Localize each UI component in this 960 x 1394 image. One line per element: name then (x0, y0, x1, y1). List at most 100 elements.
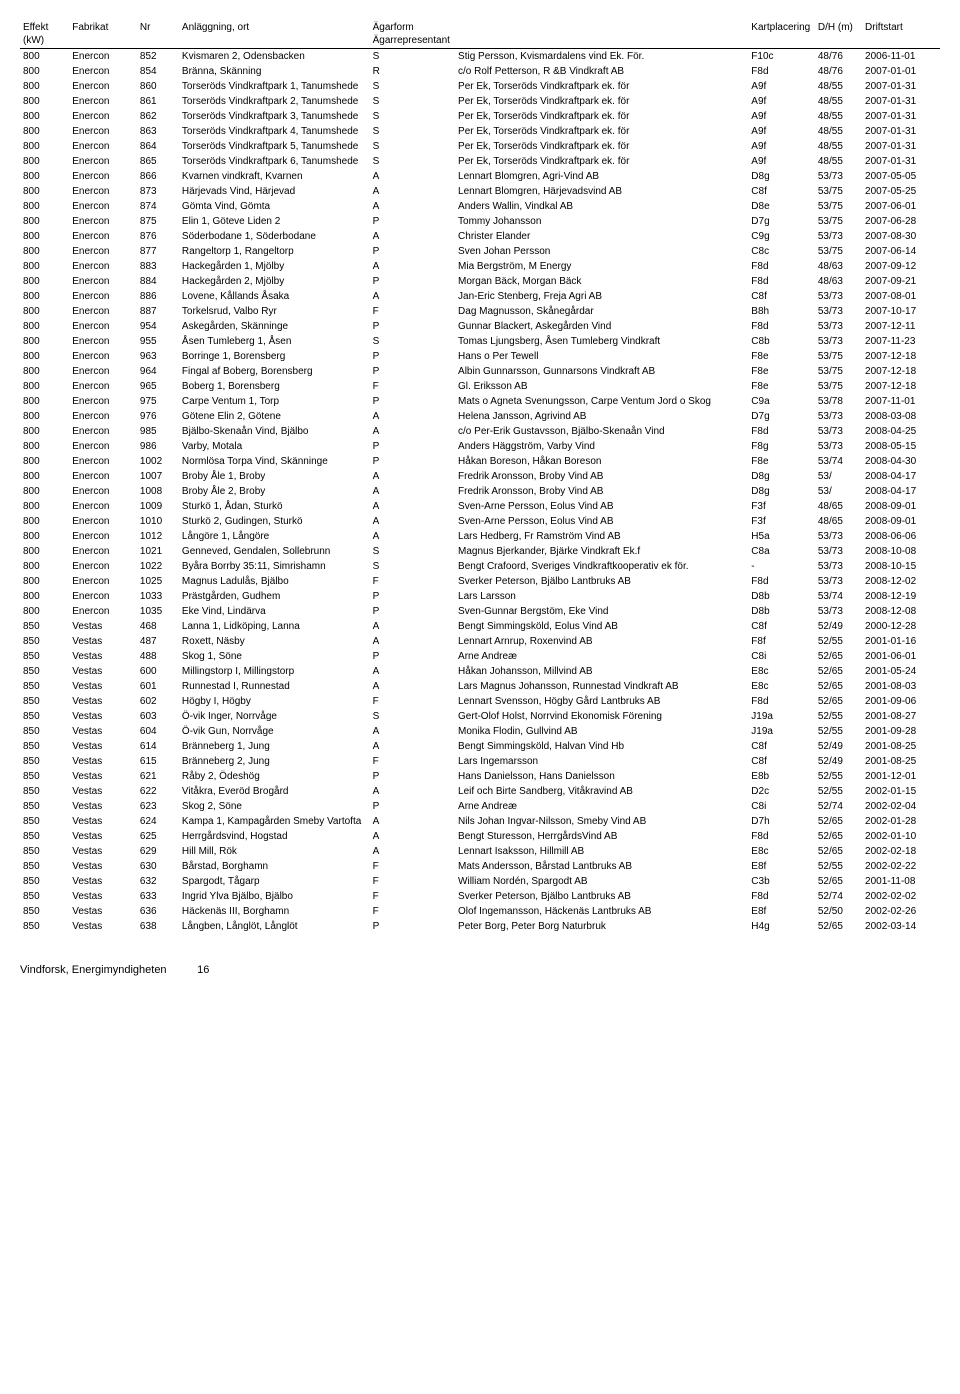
cell-effekt: 800 (20, 184, 69, 199)
cell-represent: Lennart Blomgren, Agri-Vind AB (455, 169, 748, 184)
page-number: 16 (197, 964, 209, 976)
cell-agar: F (370, 379, 455, 394)
cell-drift: 2007-12-18 (862, 379, 940, 394)
cell-drift: 2008-10-15 (862, 559, 940, 574)
header-drift: Driftstart (862, 20, 940, 49)
cell-anlagg: Borringe 1, Borensberg (179, 349, 370, 364)
cell-drift: 2001-08-03 (862, 679, 940, 694)
cell-dh: 48/63 (815, 259, 862, 274)
cell-effekt: 800 (20, 289, 69, 304)
cell-agar: S (370, 559, 455, 574)
cell-kart: A9f (748, 124, 815, 139)
cell-anlagg: Magnus Ladulås, Bjälbo (179, 574, 370, 589)
cell-drift: 2008-05-15 (862, 439, 940, 454)
cell-effekt: 850 (20, 859, 69, 874)
cell-agar: P (370, 364, 455, 379)
cell-kart: D8g (748, 169, 815, 184)
cell-effekt: 800 (20, 469, 69, 484)
cell-represent: Arne Andreæ (455, 799, 748, 814)
table-row: 800Enercon875Elin 1, Göteve Liden 2PTomm… (20, 214, 940, 229)
cell-fabrikat: Enercon (69, 499, 137, 514)
page-footer: Vindforsk, Energimyndigheten 16 (20, 964, 940, 976)
cell-dh: 53/75 (815, 244, 862, 259)
cell-anlagg: Carpe Ventum 1, Torp (179, 394, 370, 409)
cell-effekt: 800 (20, 409, 69, 424)
cell-drift: 2001-08-27 (862, 709, 940, 724)
cell-effekt: 800 (20, 304, 69, 319)
cell-fabrikat: Enercon (69, 49, 137, 65)
table-row: 800Enercon884Hackegården 2, MjölbyPMorga… (20, 274, 940, 289)
cell-fabrikat: Enercon (69, 109, 137, 124)
cell-agar: P (370, 589, 455, 604)
cell-drift: 2008-12-19 (862, 589, 940, 604)
cell-agar: S (370, 139, 455, 154)
cell-dh: 53/74 (815, 589, 862, 604)
cell-nr: 876 (137, 229, 179, 244)
cell-dh: 52/65 (815, 919, 862, 934)
cell-agar: P (370, 454, 455, 469)
cell-represent: Sverker Peterson, Bjälbo Lantbruks AB (455, 574, 748, 589)
cell-anlagg: Ingrid Ylva Bjälbo, Bjälbo (179, 889, 370, 904)
cell-nr: 468 (137, 619, 179, 634)
cell-dh: 52/65 (815, 814, 862, 829)
cell-drift: 2007-08-01 (862, 289, 940, 304)
table-row: 850Vestas602Högby I, HögbyFLennart Svens… (20, 694, 940, 709)
cell-agar: F (370, 889, 455, 904)
table-row: 850Vestas625Herrgårdsvind, HogstadABengt… (20, 829, 940, 844)
cell-nr: 621 (137, 769, 179, 784)
cell-fabrikat: Vestas (69, 664, 137, 679)
cell-represent: Håkan Boreson, Håkan Boreson (455, 454, 748, 469)
cell-nr: 975 (137, 394, 179, 409)
cell-agar: S (370, 109, 455, 124)
cell-represent: Gunnar Blackert, Askegården Vind (455, 319, 748, 334)
cell-nr: 965 (137, 379, 179, 394)
table-row: 800Enercon1033Prästgården, GudhemPLars L… (20, 589, 940, 604)
cell-drift: 2001-09-06 (862, 694, 940, 709)
cell-kart: C8c (748, 244, 815, 259)
cell-nr: 614 (137, 739, 179, 754)
cell-drift: 2002-01-28 (862, 814, 940, 829)
cell-agar: A (370, 664, 455, 679)
cell-represent: Bengt Crafoord, Sveriges Vindkraftkooper… (455, 559, 748, 574)
cell-effekt: 850 (20, 649, 69, 664)
table-row: 800Enercon887Torkelsrud, Valbo RyrFDag M… (20, 304, 940, 319)
cell-anlagg: Torseröds Vindkraftpark 1, Tanumshede (179, 79, 370, 94)
cell-represent: Per Ek, Torseröds Vindkraftpark ek. för (455, 79, 748, 94)
table-row: 850Vestas622Vitåkra, Everöd BrogårdALeif… (20, 784, 940, 799)
cell-nr: 636 (137, 904, 179, 919)
table-row: 800Enercon852Kvismaren 2, OdensbackenSSt… (20, 49, 940, 65)
cell-effekt: 800 (20, 169, 69, 184)
table-row: 800Enercon985Bjälbo-Skenaån Vind, Bjälbo… (20, 424, 940, 439)
cell-dh: 52/65 (815, 694, 862, 709)
cell-kart: H5a (748, 529, 815, 544)
cell-agar: P (370, 394, 455, 409)
cell-kart: F8d (748, 319, 815, 334)
cell-drift: 2008-10-08 (862, 544, 940, 559)
cell-dh: 52/55 (815, 634, 862, 649)
cell-effekt: 850 (20, 679, 69, 694)
cell-dh: 48/55 (815, 79, 862, 94)
cell-effekt: 800 (20, 139, 69, 154)
cell-dh: 52/55 (815, 769, 862, 784)
cell-kart: A9f (748, 79, 815, 94)
cell-agar: A (370, 634, 455, 649)
cell-agar: S (370, 334, 455, 349)
cell-kart: A9f (748, 94, 815, 109)
cell-dh: 52/49 (815, 739, 862, 754)
cell-anlagg: Åsen Tumleberg 1, Åsen (179, 334, 370, 349)
cell-nr: 625 (137, 829, 179, 844)
cell-represent: Arne Andreæ (455, 649, 748, 664)
cell-agar: A (370, 199, 455, 214)
cell-anlagg: Torseröds Vindkraftpark 6, Tanumshede (179, 154, 370, 169)
cell-fabrikat: Vestas (69, 619, 137, 634)
table-row: 850Vestas629Hill Mill, RökALennart Isaks… (20, 844, 940, 859)
cell-effekt: 800 (20, 364, 69, 379)
cell-agar: S (370, 94, 455, 109)
cell-fabrikat: Enercon (69, 259, 137, 274)
cell-dh: 48/55 (815, 124, 862, 139)
cell-dh: 53/73 (815, 574, 862, 589)
table-row: 850Vestas615Bränneberg 2, JungFLars Inge… (20, 754, 940, 769)
cell-kart: F8d (748, 889, 815, 904)
cell-dh: 53/75 (815, 199, 862, 214)
cell-agar: S (370, 544, 455, 559)
